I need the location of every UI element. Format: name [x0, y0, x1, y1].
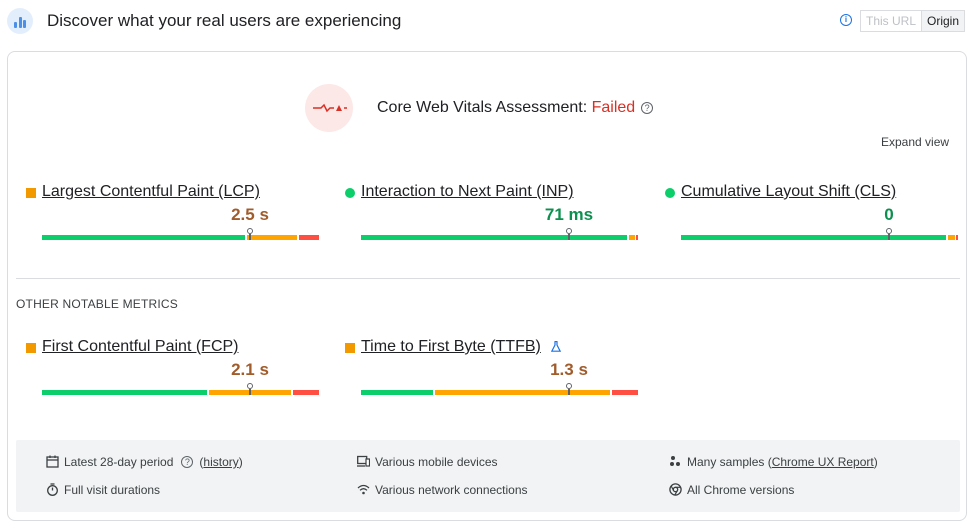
- poor-segment: [956, 235, 958, 240]
- metric-fcp: First Contentful Paint (FCP) 2.1 s: [16, 338, 319, 408]
- chrome-text: All Chrome versions: [687, 483, 795, 497]
- percentile-marker: [886, 228, 892, 240]
- samples-suffix: ): [873, 455, 878, 469]
- header: Discover what your real users are experi…: [0, 0, 973, 44]
- network-text: Various network connections: [375, 483, 528, 497]
- metric-ttfb: Time to First Byte (TTFB) 1.3 s: [335, 338, 638, 408]
- percentile-marker: [247, 228, 253, 240]
- poor-segment: [636, 235, 638, 240]
- needs-improvement-square-icon: [26, 343, 36, 353]
- footer-visit: Full visit durations: [46, 483, 160, 497]
- this-url-tab[interactable]: This URL: [861, 11, 923, 31]
- needs-improvement-segment: [948, 235, 955, 240]
- needs-improvement-square-icon: [26, 188, 36, 198]
- calendar-icon: [46, 455, 59, 468]
- needs-improvement-segment: [247, 235, 297, 240]
- visit-text: Full visit durations: [64, 483, 161, 497]
- good-segment: [681, 235, 946, 240]
- good-circle-icon: [345, 188, 355, 198]
- poor-segment: [299, 235, 319, 240]
- poor-segment: [293, 390, 319, 395]
- metric-ttfb-value: 1.3 s: [550, 360, 588, 379]
- footer-period: Latest 28-day period? (history): [46, 455, 243, 469]
- metric-fcp-bar: [42, 383, 319, 395]
- devices-icon: [357, 455, 370, 467]
- help-icon[interactable]: ?: [641, 102, 654, 114]
- expand-view-button[interactable]: Expand view: [881, 135, 950, 149]
- metric-fcp-value: 2.1 s: [231, 360, 269, 379]
- data-summary-footer: Latest 28-day period? (history) Full visi…: [16, 440, 960, 512]
- metric-lcp: Largest Contentful Paint (LCP) 2.5 s: [16, 183, 319, 253]
- metric-lcp-value: 2.5 s: [231, 205, 269, 224]
- good-segment: [42, 390, 207, 395]
- stopwatch-icon: [47, 483, 58, 496]
- failed-pulse-icon: [305, 84, 353, 132]
- good-circle-icon: [665, 188, 675, 198]
- origin-tab[interactable]: Origin: [922, 11, 965, 31]
- good-segment: [361, 235, 627, 240]
- devices-text: Various mobile devices: [375, 455, 498, 469]
- metric-cls: Cumulative Layout Shift (CLS) 0: [655, 183, 958, 253]
- needs-improvement-square-icon: [345, 343, 355, 353]
- footer-network: Various network connections: [357, 483, 528, 497]
- footer-samples: Many samples (Chrome UX Report): [669, 455, 878, 469]
- field-data-card: Core Web Vitals Assessment: Failed? Expa…: [7, 51, 967, 521]
- good-segment: [361, 390, 433, 395]
- metric-inp-label[interactable]: Interaction to Next Paint (INP): [361, 183, 574, 200]
- good-segment: [42, 235, 245, 240]
- chrome-icon: [669, 483, 682, 496]
- footer-chrome: All Chrome versions: [669, 483, 794, 497]
- assessment-title: Core Web Vitals Assessment: Failed?: [377, 99, 654, 117]
- metric-inp: Interaction to Next Paint (INP) 71 ms: [335, 183, 638, 253]
- flask-icon[interactable]: [551, 341, 561, 352]
- needs-improvement-segment: [629, 235, 635, 240]
- wifi-icon: [357, 484, 370, 495]
- samples-prefix: Many samples (: [687, 455, 772, 469]
- metric-inp-value: 71 ms: [544, 205, 594, 224]
- metric-cls-bar: [681, 228, 958, 240]
- other-metrics-heading: OTHER NOTABLE METRICS: [16, 297, 178, 311]
- page-title: Discover what your real users are experi…: [47, 11, 402, 30]
- metric-ttfb-label[interactable]: Time to First Byte (TTFB): [361, 338, 541, 355]
- assessment-label: Core Web Vitals Assessment:: [377, 99, 592, 116]
- metric-cls-value: 0: [884, 205, 894, 224]
- chrome-ux-report-link[interactable]: Chrome UX Report: [771, 455, 874, 469]
- info-icon[interactable]: i: [840, 14, 852, 26]
- footer-devices: Various mobile devices: [357, 455, 498, 469]
- percentile-marker: [566, 383, 572, 395]
- divider: [16, 278, 960, 279]
- metric-lcp-bar: [42, 228, 319, 240]
- assessment-status: Failed: [591, 99, 636, 116]
- history-link[interactable]: history: [203, 455, 239, 469]
- metric-lcp-label[interactable]: Largest Contentful Paint (LCP): [42, 183, 260, 200]
- metric-cls-label[interactable]: Cumulative Layout Shift (CLS): [681, 183, 897, 200]
- period-text: Latest 28-day period: [64, 455, 174, 469]
- metric-ttfb-bar: [361, 383, 638, 395]
- metric-inp-bar: [361, 228, 638, 240]
- help-icon[interactable]: ?: [181, 456, 194, 468]
- percentile-marker: [566, 228, 572, 240]
- url-origin-toggle: This URL Origin: [860, 10, 966, 32]
- percentile-marker: [247, 383, 253, 395]
- needs-improvement-segment: [435, 390, 610, 395]
- samples-dots-icon: [670, 456, 680, 466]
- crux-logo-icon: [7, 8, 33, 34]
- metric-fcp-label[interactable]: First Contentful Paint (FCP): [42, 338, 239, 355]
- poor-segment: [612, 390, 638, 395]
